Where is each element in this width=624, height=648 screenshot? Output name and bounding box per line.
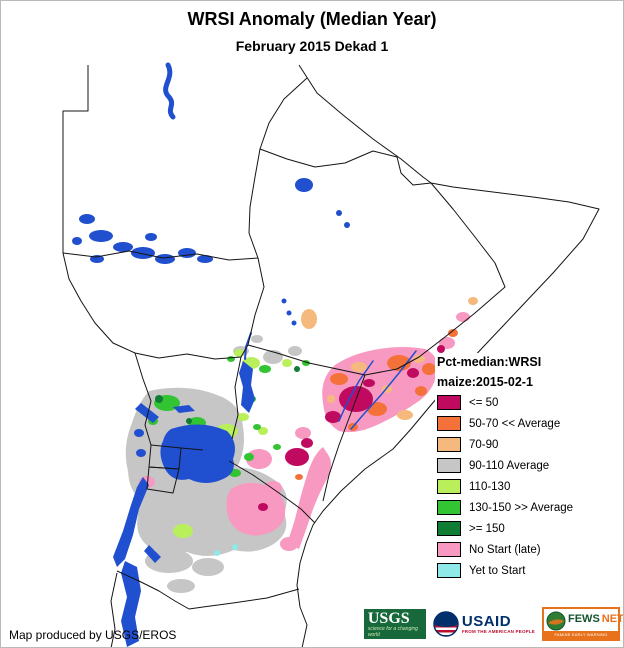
legend-item: Yet to Start [437, 563, 623, 578]
usaid-logo-tagline: FROM THE AMERICAN PEOPLE [461, 628, 535, 634]
legend-item-label: 110-130 [469, 480, 511, 493]
lake-kyoga [173, 405, 195, 413]
lake-tanganyika [113, 477, 149, 567]
legend-item-label: 70-90 [469, 438, 499, 451]
legend-item: <= 50 [437, 395, 623, 410]
fewsnet-logo-text-net: NET [601, 613, 624, 625]
usaid-emblem-icon [433, 611, 459, 637]
lake-rukwa [144, 545, 161, 563]
legend-swatch [437, 521, 461, 536]
legend-item: 90-110 Average [437, 458, 623, 473]
fewsnet-logo-text-fews: FEWS [568, 613, 600, 625]
nile-river [163, 62, 176, 120]
legend-item-label: <= 50 [469, 396, 499, 409]
coastline [296, 64, 600, 647]
lake-victoria [160, 424, 235, 483]
legend-swatch [437, 416, 461, 431]
usgs-logo: USGS science for a changing world [363, 609, 426, 639]
lake-edward [134, 429, 144, 437]
legend-item-label: Yet to Start [469, 564, 526, 577]
legend-title-line2: maize:2015-02-1 [437, 375, 533, 389]
anomaly-region-yet-to-start [214, 544, 238, 556]
lake-kivu [136, 449, 146, 457]
legend-item: No Start (late) [437, 542, 623, 557]
legend-item-label: >= 150 [469, 522, 505, 535]
legend-swatch [437, 542, 461, 557]
anomaly-region-70-90 [301, 297, 478, 420]
map-credit: Map produced by USGS/EROS [9, 628, 177, 642]
country-borders [62, 64, 600, 647]
juba-river [338, 360, 374, 422]
logo-row: USGS science for a changing world [363, 607, 623, 641]
legend-title-line1: Pct-median:WRSI [437, 355, 542, 369]
fewsnet-globe-icon [546, 611, 566, 631]
usaid-logo: USAID FROM THE AMERICAN PEOPLE [432, 609, 535, 639]
legend-swatch [437, 479, 461, 494]
legend-swatch [437, 437, 461, 452]
usaid-logo-text: USAID [461, 612, 512, 630]
legend-item-label: No Start (late) [469, 543, 541, 556]
legend-item-label: 90-110 Average [469, 459, 550, 472]
sudd-wetland [79, 214, 95, 224]
legend-swatch [437, 563, 461, 578]
map-title: WRSI Anomaly (Median Year) [187, 9, 437, 29]
usgs-logo-text: USGS [367, 609, 410, 627]
water-bodies [72, 178, 350, 647]
legend-swatch [437, 395, 461, 410]
legend-item-label: 50-70 << Average [469, 417, 561, 430]
legend-item: >= 150 [437, 521, 623, 536]
fewsnet-logo-tagline: FAMINE EARLY WARNING SYSTEMS NETWORK [544, 631, 618, 639]
lake-tana [295, 178, 313, 192]
legend: Pct-median:WRSI maize:2015-02-1 <= 50 50… [435, 353, 623, 584]
legend-item: 70-90 [437, 437, 623, 452]
fewsnet-logo: FEWS NET FAMINE EARLY WARNING SYSTEMS NE… [542, 607, 623, 641]
lake-malawi [121, 561, 141, 647]
map-subtitle: February 2015 Dekad 1 [235, 38, 389, 54]
legend-swatch [437, 500, 461, 515]
usgs-logo-tagline: science for a changing world [367, 625, 418, 638]
legend-item: 110-130 [437, 479, 623, 494]
legend-item: 130-150 >> Average [437, 500, 623, 515]
anomaly-region-50-70 [295, 329, 458, 480]
lake-turkana [239, 361, 255, 413]
legend-swatch [437, 458, 461, 473]
lake-albert [135, 403, 159, 423]
shabelle-river [350, 350, 417, 430]
legend-item-label: 130-150 >> Average [469, 501, 574, 514]
legend-item: 50-70 << Average [437, 416, 623, 431]
